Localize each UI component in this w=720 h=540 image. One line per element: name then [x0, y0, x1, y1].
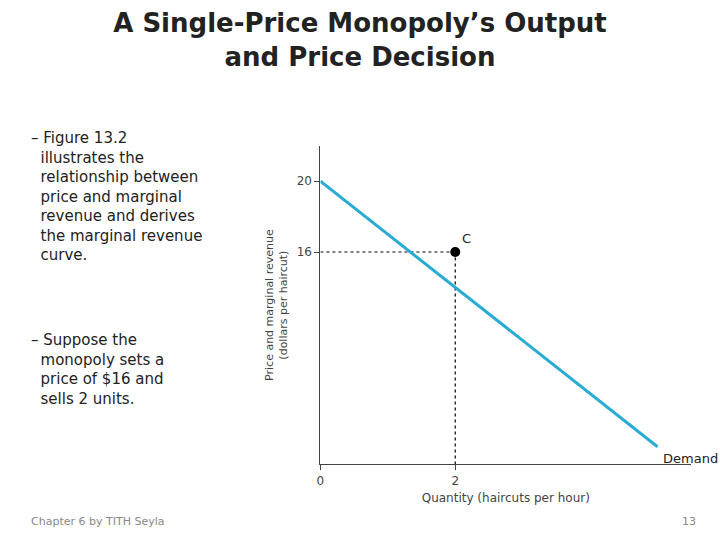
svg-text:16: 16	[297, 245, 312, 259]
svg-text:C: C	[462, 231, 471, 246]
svg-text:Quantity (haircuts per hour): Quantity (haircuts per hour)	[422, 491, 590, 505]
svg-text:Price and marginal revenue(dol: Price and marginal revenue(dollars per h…	[263, 229, 290, 381]
svg-text:2: 2	[451, 474, 459, 488]
svg-text:0: 0	[317, 474, 325, 488]
svg-text:13: 13	[682, 515, 696, 528]
svg-text:20: 20	[297, 174, 312, 188]
svg-text:– Suppose the monopoly sets a: – Suppose the monopoly sets a price of $…	[31, 331, 164, 408]
svg-text:Demand: Demand	[663, 451, 718, 466]
svg-text:A Single-Price Monopoly’s Outp: A Single-Price Monopoly’s Outputand Pric…	[113, 8, 607, 72]
svg-text:Chapter 6 by TITH Seyla: Chapter 6 by TITH Seyla	[31, 515, 164, 528]
svg-text:– Figure 13.2 illustrates the: – Figure 13.2 illustrates the relationsh…	[31, 129, 202, 264]
